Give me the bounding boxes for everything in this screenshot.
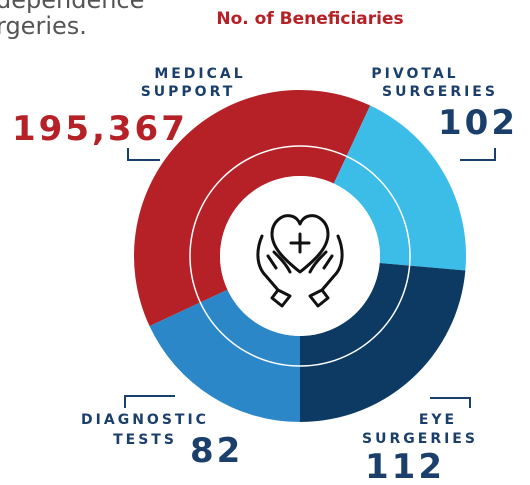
- leader-line: [460, 148, 496, 161]
- leader-line: [430, 397, 471, 408]
- segment-label: MEDICAL: [154, 66, 245, 82]
- donut-segment: [300, 262, 466, 422]
- leader-line: [124, 395, 175, 408]
- leader-line: [127, 148, 160, 161]
- care-icon: [256, 214, 344, 308]
- segment-label: EYE: [419, 412, 457, 428]
- donut-segment: [333, 105, 466, 271]
- intro-line: rgeries.: [0, 12, 87, 40]
- inner-ring: [189, 145, 411, 367]
- donut: [134, 89, 466, 422]
- segment-label: SURGERIES: [362, 431, 478, 447]
- segment-value: 112: [365, 447, 445, 485]
- segment-value: 195,367: [12, 109, 188, 149]
- heading: No. of Beneficiaries: [216, 9, 403, 29]
- segment-value: 82: [190, 431, 243, 471]
- intro-line: dependence: [0, 0, 144, 14]
- segment-label: DIAGNOSTIC: [81, 412, 209, 428]
- donut-segment: [134, 89, 371, 327]
- segment-value: 102: [438, 103, 518, 143]
- center: [220, 176, 380, 336]
- segment-label: PIVOTAL: [371, 66, 458, 82]
- segment-label: SUPPORT: [141, 84, 236, 100]
- segment-label: SURGERIES: [382, 84, 498, 100]
- segment-label: TESTS: [113, 432, 177, 448]
- donut-segment: [149, 289, 300, 422]
